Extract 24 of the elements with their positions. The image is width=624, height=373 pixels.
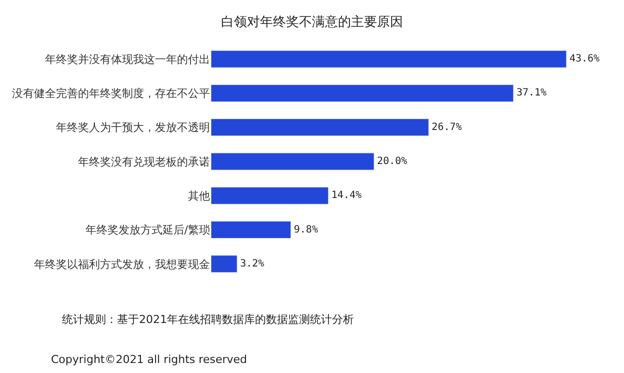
y-tick-label: 年终奖并没有体现我这一年的付出 [45,52,210,66]
text: 统计规则：基于2021年在线招聘数据库的数据监测统计分析 [62,313,354,326]
y-tick-label: 年终奖发放方式延后/繁琐 [85,224,210,237]
y-tick-label: 年终奖没有兑现老板的承诺 [78,155,210,168]
data-label: 14.4% [331,190,362,202]
bar [211,255,238,273]
bar [211,84,514,102]
data-label: 37.1% [516,88,547,99]
bar [211,118,429,136]
bar [211,186,329,204]
chart-title: 白领对年终奖不满意的主要原因 [221,14,403,30]
bar [211,221,292,239]
data-label: 43.6% [569,54,600,65]
data-label: 3.2% [240,258,264,270]
y-tick-label: 年终奖以福利方式发放，我想要现金 [34,258,210,271]
y-tick-label: 其他 [188,189,210,202]
data-label: 26.7% [432,122,462,133]
data-label: 20.0% [377,156,408,167]
bar [211,152,374,170]
y-tick-label: 没有健全完善的年终奖制度，存在不公平 [12,87,210,100]
y-tick-label: 年终奖人为干预大，发放不透明 [56,121,210,134]
bar [211,50,567,68]
data-label: 9.8% [294,224,318,236]
text: Copyright©2021 all rights reserved [51,353,247,366]
